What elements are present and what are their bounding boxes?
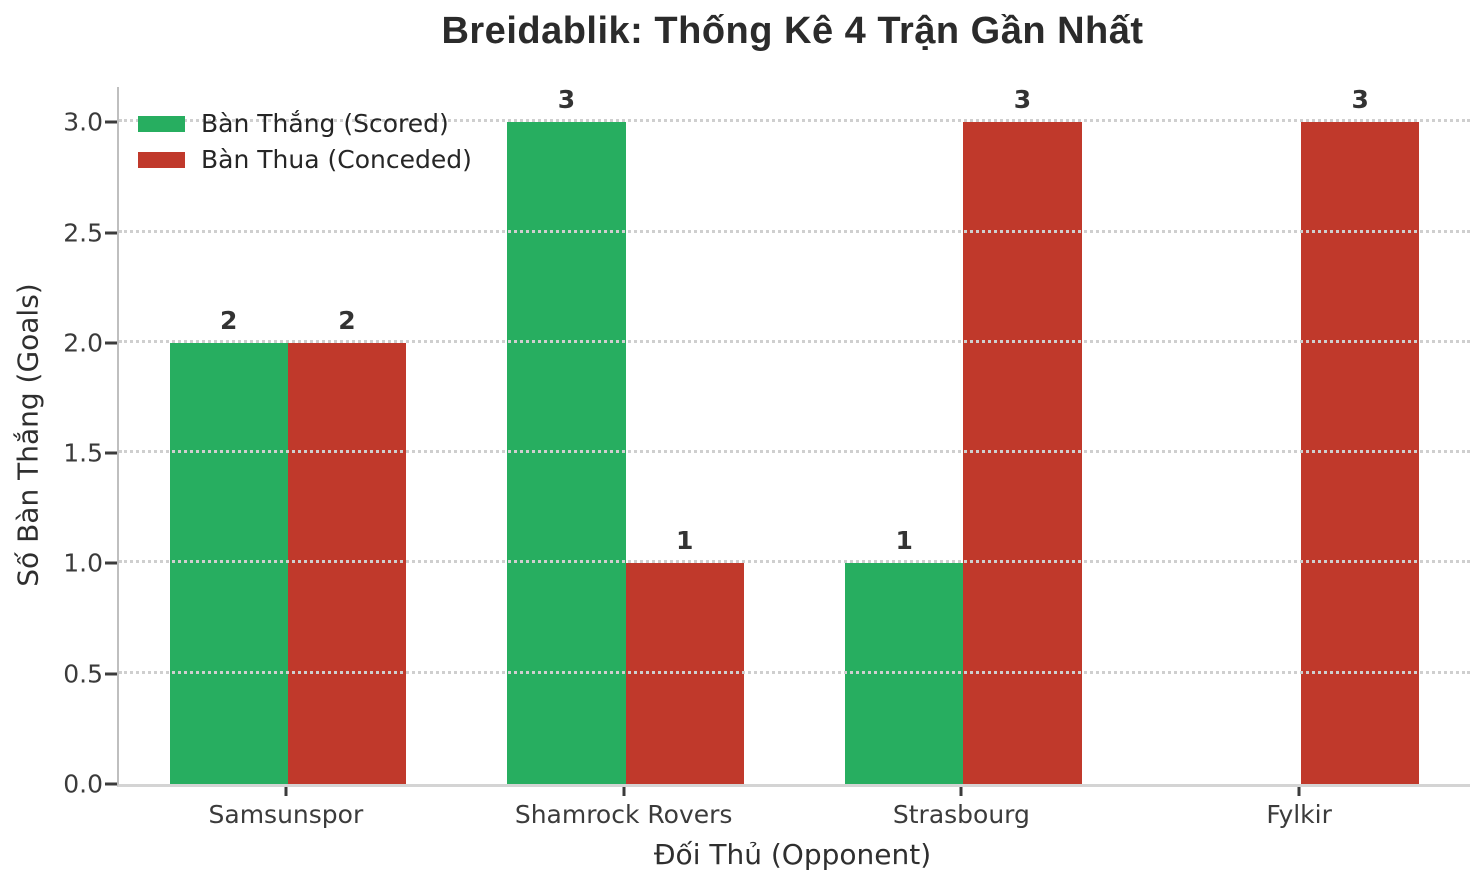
y-tick-mark [105,672,117,676]
legend-item: Bàn Thua (Conceded) [138,145,472,174]
bar-conceded [625,563,744,784]
bar-value-label: 2 [220,305,238,335]
y-tick-label: 0.0 [63,769,103,799]
bar-value-label: 3 [1013,85,1032,115]
y-tick-mark [105,561,117,565]
y-tick-label: 1.5 [63,438,103,468]
y-tick-label: 2.0 [63,328,103,358]
y-tick-label: 0.5 [63,659,103,689]
y-tick-mark [105,341,117,345]
bar-conceded [1301,122,1420,784]
x-tick-label: Samsunspor [208,800,364,829]
x-tick-label: Strasbourg [892,800,1030,829]
legend: Bàn Thắng (Scored) Bàn Thua (Conceded) [138,109,472,181]
y-tick-label: 2.5 [63,218,103,248]
plot-area: 0.0 0.5 1.0 1.5 2.0 2.5 3.0 2 3 1 2 1 3 3 Bàn Thắng … [63,85,1470,799]
x-tick-mark [1297,787,1301,796]
x-tick-mark [959,787,963,796]
x-tick-label: Shamrock Rovers [514,800,733,829]
bar-scored [845,563,964,784]
bar-conceded [963,122,1082,784]
bar-scored [169,342,288,784]
x-tick-mark [284,787,288,796]
bar-value-label: 3 [1351,85,1369,115]
legend-label: Bàn Thua (Conceded) [201,145,472,174]
y-tick-label: 3.0 [63,107,103,137]
legend-item: Bàn Thắng (Scored) [138,109,472,138]
y-tick-mark [105,782,117,786]
y-tick-mark [105,120,117,124]
bar-value-label: 1 [676,526,694,556]
bar-value-label: 1 [895,526,913,556]
legend-swatch [138,115,185,132]
legend-swatch [138,151,185,168]
y-tick-mark [105,451,117,455]
y-axis-label: Số Bàn Thắng (Goals) [11,283,45,587]
bar-value-label: 3 [557,85,576,115]
x-axis-ticks: Samsunspor Shamrock Rovers Strasbourg Fylki… [117,787,1468,837]
x-tick-mark [622,787,626,796]
chart-title: Breidablik: Thống Kê 4 Trận Gần Nhất [441,10,1144,52]
x-axis-label: Đối Thủ (Opponent) [653,838,932,871]
y-tick-mark [105,231,117,235]
legend-label: Bàn Thắng (Scored) [201,109,449,138]
bar-conceded [287,342,407,784]
bar-value-label: 2 [338,305,356,335]
y-tick-label: 1.0 [63,548,103,578]
bar-scored [507,122,626,784]
x-tick-label: Fylkir [1266,800,1332,829]
gridline [119,229,1470,233]
